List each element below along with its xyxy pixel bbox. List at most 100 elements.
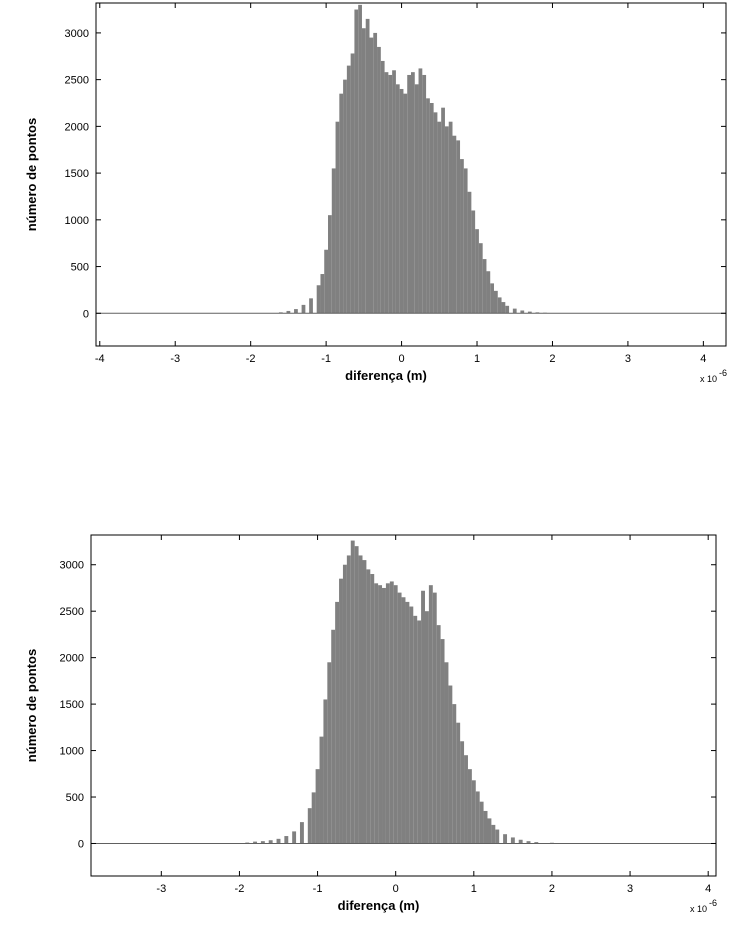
histogram-bar [413, 615, 418, 844]
histogram-bar [380, 60, 385, 314]
histogram-bar [260, 841, 265, 844]
histogram-bar [487, 818, 492, 844]
histogram-bar [527, 311, 532, 314]
histogram-bar [324, 249, 328, 314]
histogram-bar [339, 93, 344, 314]
histogram-bar [346, 65, 351, 314]
histogram-bar [358, 4, 362, 314]
histogram-bar [475, 791, 480, 844]
x-tick-label: -3 [170, 353, 180, 365]
y-tick-label: 3000 [60, 560, 84, 572]
histogram-bar [354, 546, 359, 844]
y-tick-label: 2500 [60, 606, 84, 618]
x-tick-label: -3 [156, 883, 166, 895]
histogram-bar [382, 587, 386, 844]
histogram-bar [460, 741, 465, 844]
histogram-bar [471, 210, 476, 314]
histogram-bar [452, 135, 457, 314]
histogram-bar [384, 72, 389, 314]
x-axis-label: diferença (m) [345, 368, 427, 383]
histogram-bar [411, 72, 415, 314]
plot-area-frame [95, 2, 727, 347]
histogram-bar [354, 9, 359, 314]
y-tick-label: 0 [78, 838, 84, 850]
histogram-bar [286, 310, 291, 314]
histogram-bar [495, 829, 500, 844]
x-tick-label: 4 [705, 883, 711, 895]
histogram-bar [397, 592, 402, 844]
histogram-bar [343, 79, 347, 314]
histogram-bar [346, 555, 351, 844]
histogram-bar [335, 121, 340, 314]
histogram-bar [417, 620, 422, 844]
histogram-bar [490, 283, 494, 314]
x-tick-label: -2 [246, 353, 256, 365]
histogram-bar [501, 302, 506, 314]
histogram-bar [385, 583, 390, 844]
histogram-bar [253, 841, 258, 844]
histogram-bar [520, 310, 525, 314]
y-axis-label: número de pontos [24, 649, 39, 762]
histogram-bar [378, 585, 383, 844]
y-tick-label: 1000 [60, 746, 84, 758]
histogram-bar [373, 32, 378, 314]
y-tick-label: 2000 [60, 653, 84, 665]
histogram-bar [401, 597, 406, 844]
histogram-bar [327, 662, 332, 844]
histogram-bar [448, 685, 453, 844]
histogram-bar [441, 107, 445, 314]
histogram-bar [292, 831, 297, 844]
x-tick-label: -1 [313, 883, 323, 895]
histogram-bar [407, 74, 411, 314]
histogram-bar [452, 704, 457, 844]
histogram-bar [526, 841, 531, 844]
histogram-chart-top: -4 -3 -2 -1 0 1 2 3 4 0 500 1000 1500 2000 2500 3000 dif… [24, 2, 727, 384]
histogram-bar [315, 769, 320, 844]
histogram-bar [299, 822, 304, 844]
histogram-bar [319, 736, 324, 844]
histogram-bar [414, 84, 419, 314]
histogram-bar [331, 168, 336, 314]
histogram-bar [478, 243, 483, 314]
plot-area-frame [90, 534, 717, 877]
x-axis-multiplier: x 10 [700, 374, 717, 384]
x-tick-label: 2 [549, 883, 555, 895]
x-tick-label: -2 [235, 883, 245, 895]
histogram-bar [389, 581, 394, 844]
x-tick-label: 0 [399, 353, 405, 365]
histogram-bar [301, 304, 306, 314]
histogram-bar [497, 297, 502, 314]
histogram-bar [422, 74, 427, 314]
histogram-bars [278, 4, 547, 314]
histogram-bar [491, 824, 496, 844]
histogram-bar [486, 271, 491, 314]
histogram-bar [284, 836, 289, 844]
x-axis-multiplier-exponent: -6 [719, 368, 727, 378]
histogram-bar [483, 810, 488, 844]
histogram-bar [366, 569, 371, 844]
histogram-bar [510, 837, 515, 844]
histogram-bar [418, 68, 423, 314]
histogram-bar [339, 578, 343, 844]
histogram-bar [294, 309, 298, 314]
y-tick-label: 1000 [65, 215, 89, 227]
histogram-bar [437, 121, 442, 314]
x-tick-label: 3 [625, 353, 631, 365]
y-tick-label: 1500 [65, 168, 89, 180]
histogram-bar [512, 308, 517, 314]
x-axis-label: diferença (m) [338, 898, 420, 913]
histogram-bar [433, 112, 438, 314]
histogram-bar [370, 574, 375, 844]
x-tick-label: 1 [471, 883, 477, 895]
histogram-bar [432, 592, 437, 844]
histogram-bar [309, 298, 313, 314]
histogram-bar [444, 662, 449, 844]
histogram-bar [448, 121, 453, 314]
histogram-bar [335, 601, 340, 844]
y-tick-label: 2500 [65, 75, 89, 87]
histogram-bar [350, 540, 355, 844]
histogram-bar [444, 126, 449, 314]
histogram-bar [328, 215, 332, 314]
histogram-bar [479, 801, 484, 844]
histogram-bar [362, 560, 367, 844]
